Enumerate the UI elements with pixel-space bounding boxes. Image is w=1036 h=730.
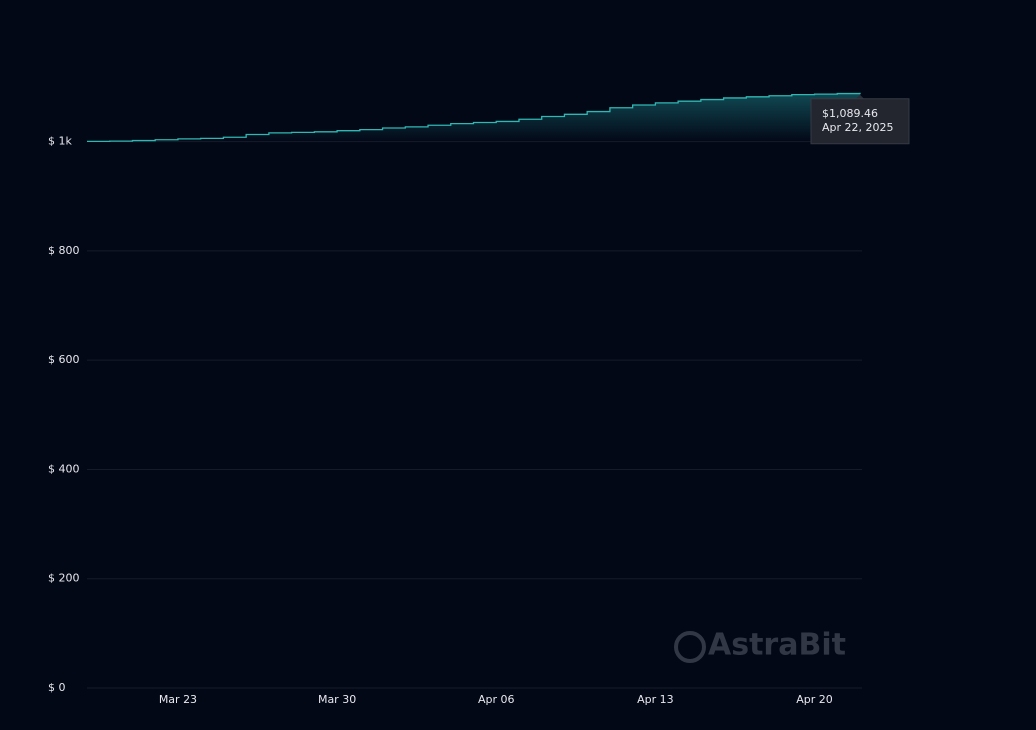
line	[87, 92, 861, 143]
x-tick-label: Mar 23	[159, 693, 197, 706]
y-tick-label: $ 1k	[48, 135, 72, 148]
y-tick-label: $ 800	[48, 244, 80, 257]
tooltip-box	[810, 98, 910, 145]
y-tick-label: $ 400	[48, 462, 80, 475]
y-tick-label: $ 0	[48, 681, 66, 694]
watermark: AstraBit	[674, 628, 846, 663]
x-tick-label: Apr 13	[637, 693, 674, 706]
y-tick-label: $ 600	[48, 353, 80, 366]
x-tick-label: Mar 30	[318, 693, 356, 706]
watermark-text: AstraBit	[708, 628, 846, 663]
tooltip-value: $1,089.46	[822, 107, 878, 120]
x-tick-label: Apr 06	[478, 693, 515, 706]
watermark-icon	[674, 631, 706, 663]
x-tick-label: Apr 20	[796, 693, 833, 706]
tooltip-date: Apr 22, 2025	[822, 121, 894, 134]
y-tick-label: $ 200	[48, 572, 80, 585]
area-fill	[87, 92, 860, 142]
